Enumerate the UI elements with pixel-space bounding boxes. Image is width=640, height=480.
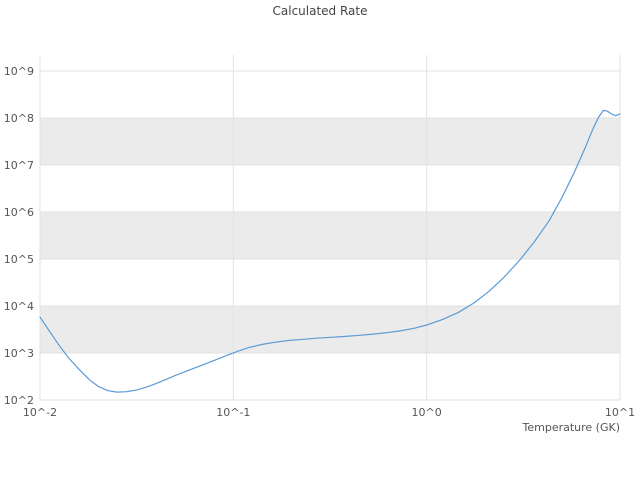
y-tick-label: 10^8 [4,112,34,125]
y-tick-label: 10^5 [4,253,34,266]
decade-band [40,117,620,165]
x-tick-label: 10^-2 [23,406,57,419]
decade-band [40,305,620,353]
x-tick-label: 10^-1 [216,406,250,419]
y-tick-label: 10^4 [4,300,34,313]
decade-band [40,211,620,259]
y-tick-label: 10^2 [4,394,34,407]
x-tick-label: 10^1 [605,406,635,419]
y-tick-label: 10^7 [4,159,34,172]
y-tick-label: 10^3 [4,347,34,360]
y-tick-label: 10^9 [4,65,34,78]
chart-title: Calculated Rate [272,4,368,18]
y-tick-label: 10^6 [4,206,34,219]
x-tick-label: 10^0 [412,406,442,419]
series-line-calculated-rate [39,109,621,393]
x-axis-label: Temperature (GK) [522,421,621,434]
